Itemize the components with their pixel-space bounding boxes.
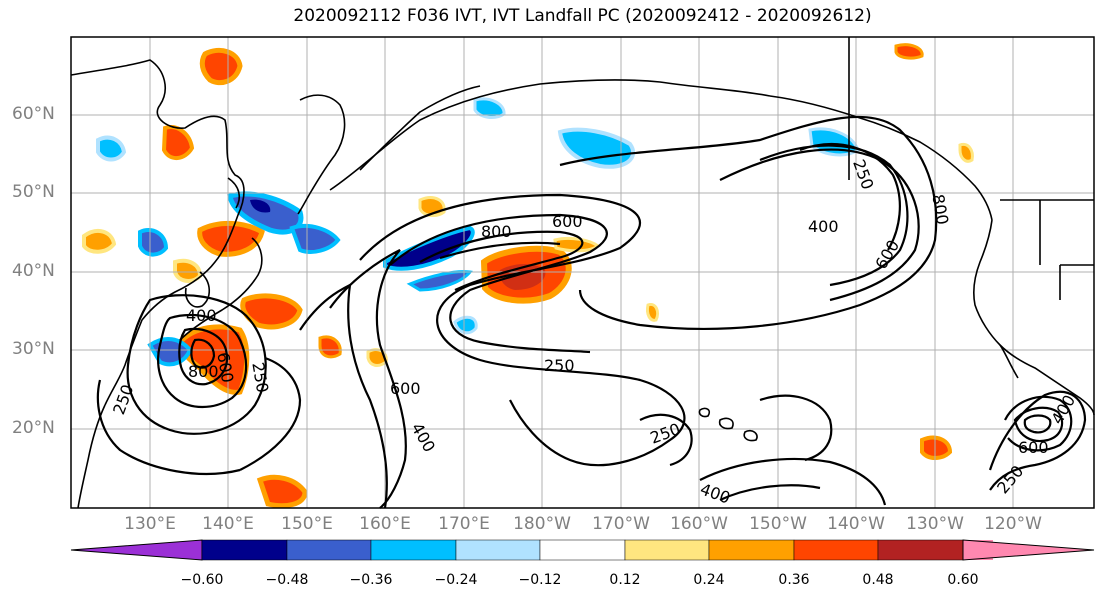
lon-label: 150°E [281,514,333,534]
coastlines [70,37,1095,509]
map-frame [70,36,1095,509]
lon-label: 160°E [359,514,411,534]
lat-label: 40°N [12,261,55,281]
contour-label: 400 [186,306,217,325]
lon-label: 140°E [202,514,254,534]
colorbar [70,539,1095,561]
lon-label: 140°W [827,514,885,534]
contour-label: 600 [390,379,421,398]
lon-label: 170°E [438,514,490,534]
lat-label: 50°N [12,182,55,202]
colorbar-tick-label: 0.24 [693,572,725,588]
ivt-contours [96,115,1087,509]
lon-label: 150°W [749,514,807,534]
colorbar-tick-label: −0.48 [265,572,309,588]
colorbar-tick-label: −0.12 [518,572,562,588]
lat-label: 60°N [12,104,55,124]
colorbar-tick-label: −0.24 [434,572,478,588]
lon-label: 120°W [984,514,1042,534]
contour-label: 250 [544,356,575,375]
lon-label: 130°E [124,514,176,534]
contour-label: 600 [1018,438,1049,457]
lat-label: 30°N [12,339,55,359]
colorbar-tick-label: 0.36 [778,572,810,588]
contour-label: 400 [808,217,839,236]
lon-label: 130°W [906,514,964,534]
contour-label: 800 [481,222,512,241]
colorbar-tick-label: −0.36 [349,572,393,588]
contour-label: 600 [552,212,583,231]
lon-label: 160°W [670,514,728,534]
contour-label: 800 [188,362,219,381]
pc-shading [82,43,974,509]
colorbar-tick-label: 0.60 [947,572,979,588]
colorbar-tick-label: 0.12 [609,572,641,588]
colorbar-tick-label: −0.60 [180,572,224,588]
lat-label: 20°N [12,418,55,438]
map-title: 2020092112 F036 IVT, IVT Landfall PC (20… [293,6,872,26]
lon-label: 180°W [513,514,571,534]
colorbar-tick-label: 0.48 [862,572,894,588]
lon-label: 170°W [592,514,650,534]
